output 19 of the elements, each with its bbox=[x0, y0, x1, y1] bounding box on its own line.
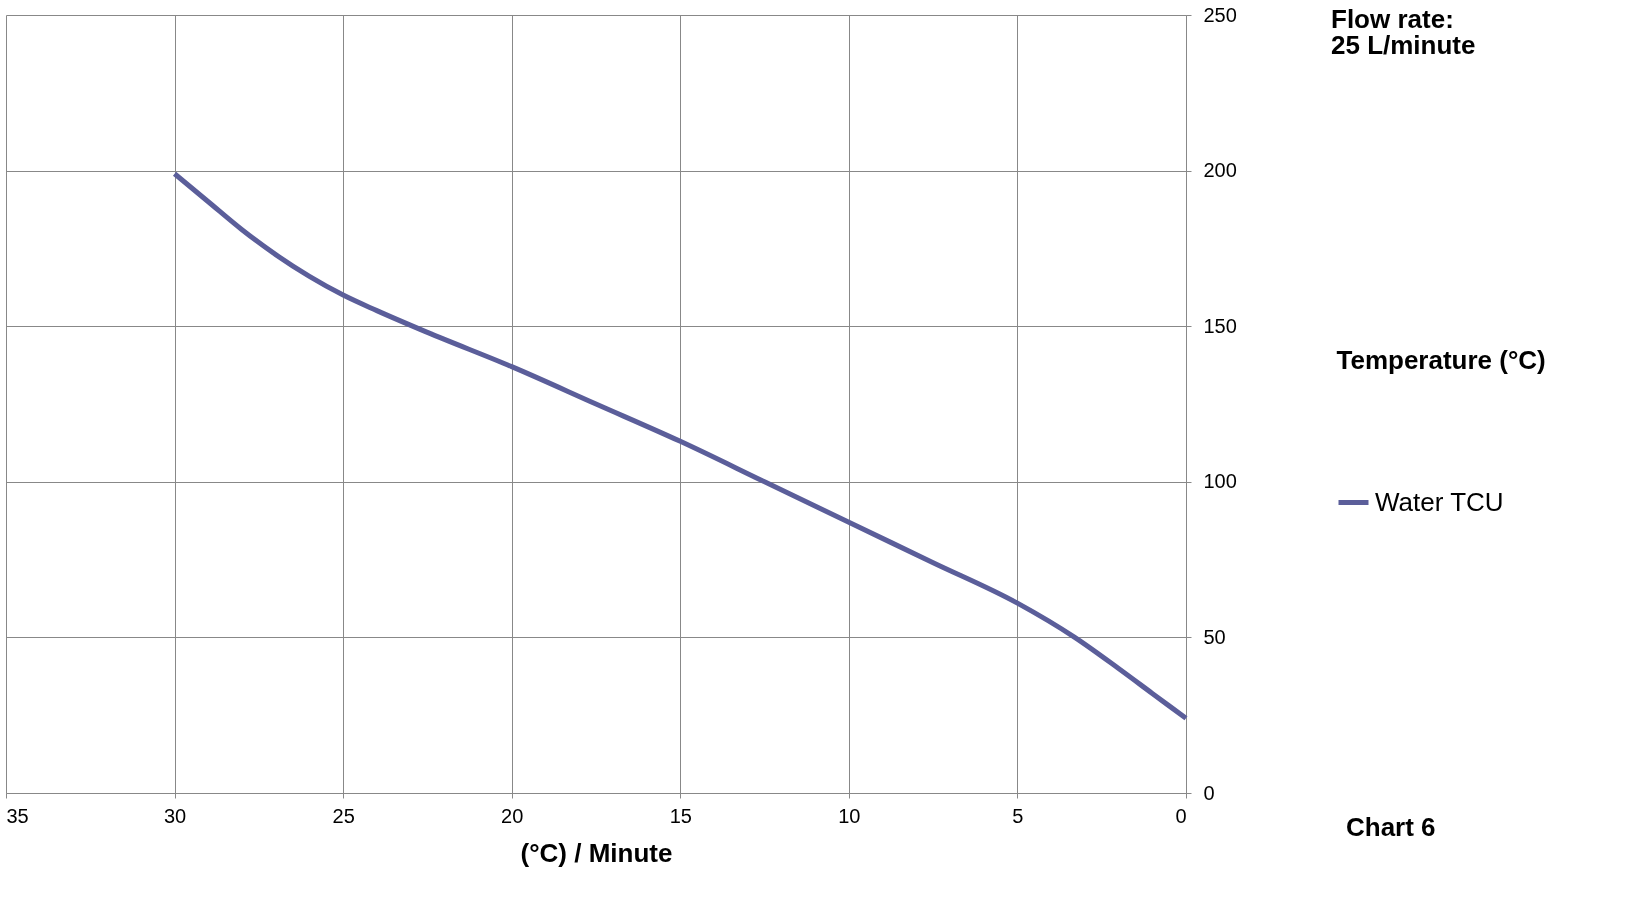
y-tick-label: 100 bbox=[1203, 470, 1237, 493]
x-tick-label: 15 bbox=[669, 804, 692, 827]
y-tick-label: 250 bbox=[1203, 3, 1237, 26]
x-tick-label: 5 bbox=[1012, 804, 1024, 827]
y-tick-label: 150 bbox=[1203, 314, 1237, 337]
y-axis-title: Temperature (°C) bbox=[1336, 344, 1546, 375]
x-tick-label: 10 bbox=[838, 804, 861, 827]
x-tick-label: 0 bbox=[1175, 804, 1187, 827]
y-tick-label: 0 bbox=[1203, 781, 1215, 804]
x-tick-label: 20 bbox=[501, 804, 524, 827]
x-tick-label: 30 bbox=[163, 804, 187, 827]
x-axis-title: (°C) / Minute bbox=[520, 837, 673, 868]
x-tick-label: 35 bbox=[6, 804, 29, 827]
legend-label: Water TCU bbox=[1375, 486, 1504, 517]
x-tick-label: 25 bbox=[332, 804, 355, 827]
y-tick-label: 200 bbox=[1203, 159, 1237, 182]
y-tick-label: 50 bbox=[1203, 625, 1226, 648]
caption: Chart 6 bbox=[1346, 812, 1436, 842]
text: Flow rate: 25 L/minute bbox=[1331, 4, 1476, 60]
